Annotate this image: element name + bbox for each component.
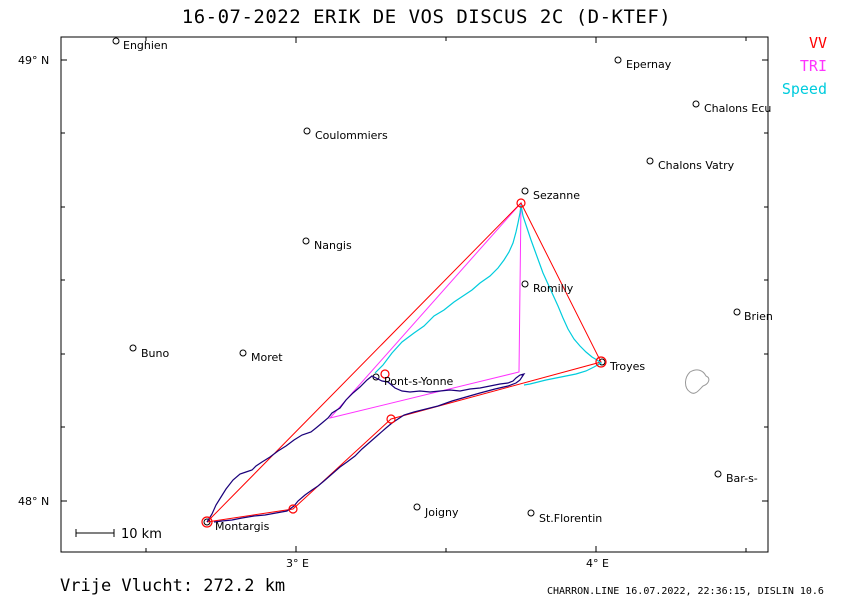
turnpoints [201,198,607,528]
place-marker-coulommiers [303,127,311,135]
place-marker-joigny [413,503,421,511]
turnpoint-west [288,504,298,514]
place-label-enghien: Enghien [123,39,168,52]
place-marker-chalons-ecu [692,100,700,108]
place-marker-epernay [614,56,622,64]
legend-vv: VV [808,34,827,52]
software-credit: CHARRON.LINE 16.07.2022, 22:36:15, DISLI… [547,586,824,597]
place-label-troyes: Troyes [609,360,645,373]
lon-ticks [145,37,747,552]
place-label-chalons-vatry: Chalons Vatry [658,159,735,172]
place-marker-sezanne [521,187,529,195]
place-marker-nangis [302,237,310,245]
place-label-joigny: Joigny [424,506,459,519]
place-label-coulommiers: Coulommiers [315,129,388,142]
lon-label-3: 3° E [286,557,309,570]
place-marker-buno [129,344,137,352]
place-label-chalons-ecu: Chalons Ecu [704,102,771,115]
turnpoint-sezanne [516,198,526,208]
lake-outline [685,369,710,394]
place-marker-brien [733,308,741,316]
place-label-nangis: Nangis [314,239,352,252]
scale-bar-label: 10 km [121,527,162,542]
lat-ticks [61,59,768,502]
lat-label-49: 49° N [18,54,49,67]
place-marker-enghien [112,37,120,45]
place-marker-moret [239,349,247,357]
place-labels: Enghien Epernay Chalons Ecu Coulommiers … [123,39,773,533]
lon-label-4: 4° E [586,557,609,570]
place-label-brien: Brien [744,310,773,323]
place-markers [112,37,741,526]
place-label-romilly: Romilly [533,282,574,295]
turnpoint-troyes [595,356,607,368]
legend-tri: TRI [799,57,827,75]
place-marker-st-florentin [527,509,535,517]
scale-bar: 10 km [75,527,162,542]
place-label-moret: Moret [251,351,283,364]
flight-track [206,373,526,523]
lat-label-48: 48° N [18,495,49,508]
map-frame [60,36,769,553]
turnpoint-montargis [201,516,213,528]
place-marker-chalons-vatry [646,157,654,165]
place-marker-bar-s [714,470,722,478]
map-title: 16-07-2022 ERIK DE VOS DISCUS 2C (D-KTEF… [181,6,672,28]
free-flight-distance: Vrije Vlucht: 272.2 km [60,576,286,596]
place-label-epernay: Epernay [626,58,672,71]
vv-polygon [206,202,602,523]
place-label-sezanne: Sezanne [533,189,580,202]
turnpoint-pont-s-yonne [380,369,390,379]
place-label-bar-s: Bar-s- [726,472,758,485]
place-label-montargis: Montargis [215,520,270,533]
legend-speed: Speed [781,80,827,98]
speed-curve [374,204,603,386]
place-label-pont-s-yonne: Pont-s-Yonne [384,375,454,388]
place-label-st-florentin: St.Florentin [539,512,602,525]
place-label-buno: Buno [141,347,169,360]
place-marker-romilly [521,280,529,288]
tri-triangle [328,201,522,419]
turnpoint-south [386,414,396,424]
